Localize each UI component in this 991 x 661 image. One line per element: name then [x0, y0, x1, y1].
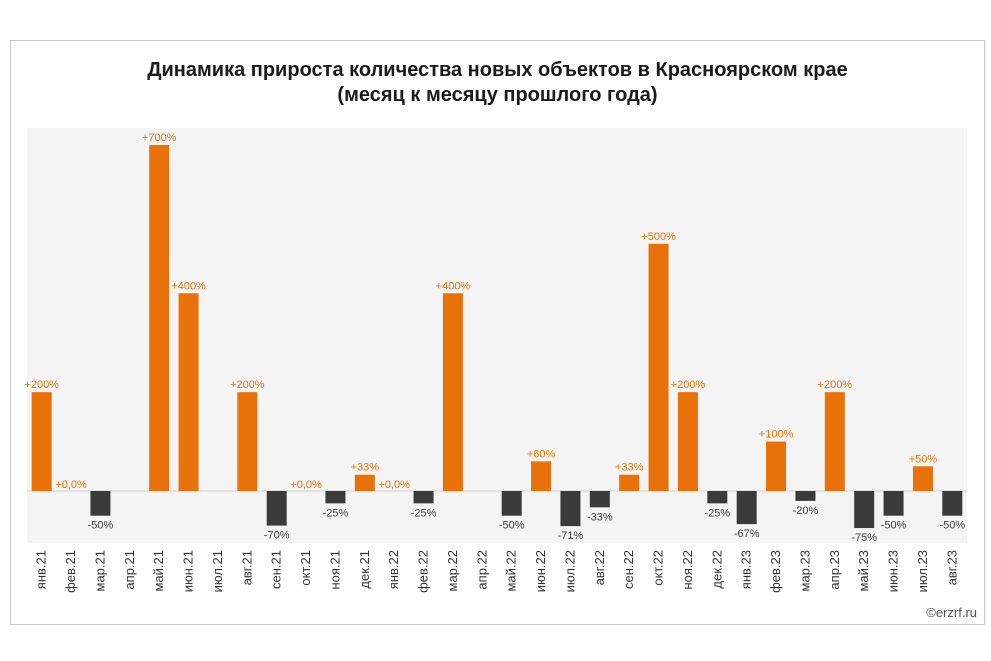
chart-title-line-1: Динамика прироста количества новых объек…	[147, 59, 848, 81]
data-label-июл.23: +50%	[909, 453, 938, 465]
bar-мар.21	[90, 491, 111, 516]
bar-авг.22	[589, 491, 610, 508]
x-tick-авг.23: авг.23	[944, 550, 959, 585]
bar-янв.23	[736, 491, 757, 525]
bar-июн.23	[883, 491, 904, 516]
bar-фев.23	[766, 441, 787, 491]
x-tick-ноя.22: ноя.22	[680, 550, 695, 590]
bar-ноя.22	[677, 392, 698, 491]
x-tick-май.23: май.23	[856, 550, 871, 592]
x-tick-фев.21: фев.21	[63, 550, 78, 593]
data-label-дек.22: -25%	[704, 507, 730, 519]
data-label-окт.21: +0,0%	[290, 479, 322, 491]
data-label-июн.23: -50%	[881, 520, 907, 532]
x-tick-фев.23: фев.23	[768, 550, 783, 593]
data-label-фев.21: +0,0%	[55, 479, 87, 491]
x-tick-авг.21: авг.21	[239, 550, 254, 585]
bar-авг.21	[237, 392, 258, 491]
data-label-сен.22: +33%	[615, 462, 644, 474]
x-tick-янв.23: янв.23	[739, 550, 754, 589]
bar-мар.22	[442, 293, 463, 491]
x-tick-сен.21: сен.21	[269, 550, 284, 589]
x-tick-окт.22: окт.22	[651, 550, 666, 586]
x-tick-мар.21: мар.21	[92, 550, 107, 591]
data-label-май.23: -75%	[851, 532, 877, 544]
data-label-авг.21: +200%	[230, 379, 265, 391]
x-tick-окт.21: окт.21	[298, 550, 313, 586]
bar-дек.21	[354, 474, 375, 491]
data-label-мар.22: +400%	[436, 280, 471, 292]
data-label-апр.23: +200%	[818, 379, 853, 391]
data-label-янв.22: +0,0%	[378, 479, 410, 491]
x-tick-янв.21: янв.21	[34, 550, 49, 589]
data-label-авг.23: -50%	[939, 520, 965, 532]
x-tick-янв.22: янв.22	[386, 550, 401, 589]
x-tick-июн.23: июн.23	[886, 550, 901, 592]
data-label-янв.21: +200%	[24, 379, 59, 391]
x-tick-июл.23: июл.23	[915, 550, 930, 592]
bar-янв.21	[31, 392, 52, 491]
x-tick-июл.21: июл.21	[210, 550, 225, 592]
data-label-мар.23: -20%	[793, 505, 819, 517]
chart-title: Динамика прироста количества новых объек…	[10, 58, 985, 108]
data-label-окт.22: +500%	[641, 231, 676, 243]
x-tick-дек.21: дек.21	[357, 550, 372, 589]
data-label-сен.21: -70%	[264, 530, 290, 542]
data-label-дек.21: +33%	[351, 462, 380, 474]
bar-мар.23	[795, 491, 816, 501]
data-label-авг.22: -33%	[587, 511, 613, 523]
chart-title-line-2: (месяц к месяцу прошлого года)	[337, 84, 658, 106]
x-tick-мар.23: мар.23	[797, 550, 812, 591]
x-tick-сен.22: сен.22	[621, 550, 636, 589]
x-tick-дек.22: дек.22	[709, 550, 724, 589]
data-label-янв.23: -67%	[734, 528, 760, 540]
x-tick-авг.22: авг.22	[592, 550, 607, 585]
data-label-июл.22: -71%	[558, 530, 584, 542]
bar-июн.21	[178, 293, 199, 491]
x-tick-июл.22: июл.22	[562, 550, 577, 592]
x-tick-апр.22: апр.22	[474, 550, 489, 590]
bar-сен.21	[266, 491, 287, 526]
data-label-май.22: -50%	[499, 520, 525, 532]
data-label-июн.21: +400%	[171, 280, 206, 292]
bar-июн.22	[531, 461, 552, 491]
data-label-фев.23: +100%	[759, 429, 794, 441]
data-label-ноя.21: -25%	[323, 507, 349, 519]
bar-дек.22	[707, 491, 728, 504]
data-label-июн.22: +60%	[527, 448, 556, 460]
bar-май.21	[149, 145, 170, 491]
bar-фев.22	[413, 491, 434, 504]
bar-окт.22	[648, 243, 669, 491]
x-tick-апр.21: апр.21	[122, 550, 137, 590]
x-tick-апр.23: апр.23	[827, 550, 842, 590]
x-tick-мар.22: мар.22	[445, 550, 460, 591]
x-tick-июн.21: июн.21	[181, 550, 196, 592]
bar-сен.22	[619, 474, 640, 491]
bar-апр.23	[824, 392, 845, 491]
x-tick-июн.22: июн.22	[533, 550, 548, 592]
bar-ноя.21	[325, 491, 346, 504]
data-label-ноя.22: +200%	[671, 379, 706, 391]
bar-май.23	[854, 491, 875, 529]
x-tick-фев.22: фев.22	[416, 550, 431, 593]
data-label-май.21: +700%	[142, 132, 177, 144]
bar-июл.23	[912, 466, 933, 491]
bar-авг.23	[942, 491, 963, 516]
data-label-мар.21: -50%	[88, 520, 114, 532]
copyright-label: ©erzrf.ru	[926, 605, 977, 620]
bar-май.22	[501, 491, 522, 516]
x-tick-май.22: май.22	[504, 550, 519, 592]
data-label-фев.22: -25%	[411, 507, 437, 519]
x-tick-май.21: май.21	[151, 550, 166, 592]
bar-июл.22	[560, 491, 581, 527]
x-tick-ноя.21: ноя.21	[327, 550, 342, 590]
